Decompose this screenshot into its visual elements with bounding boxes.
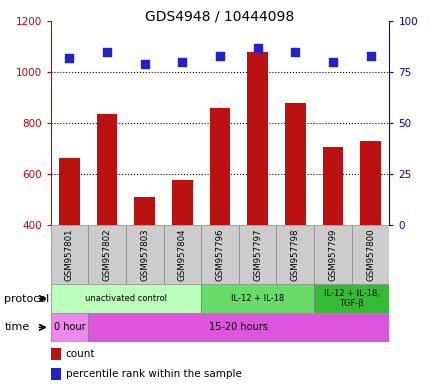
Bar [314, 284, 389, 313]
Bar [51, 348, 62, 360]
Bar [172, 180, 193, 225]
Text: GDS4948 / 10444098: GDS4948 / 10444098 [145, 10, 295, 23]
Bar [51, 368, 62, 380]
Bar [126, 225, 164, 284]
Bar [88, 313, 389, 342]
Bar [97, 114, 117, 225]
Text: 15-20 hours: 15-20 hours [209, 322, 268, 333]
Bar [164, 225, 201, 284]
Text: GSM957798: GSM957798 [291, 228, 300, 281]
Text: unactivated control: unactivated control [85, 294, 167, 303]
Bar [239, 225, 276, 284]
Bar [134, 197, 155, 225]
Text: count: count [66, 349, 95, 359]
Point [330, 59, 337, 65]
Bar [59, 159, 80, 225]
Bar [276, 225, 314, 284]
Text: IL-12 + IL-18: IL-12 + IL-18 [231, 294, 284, 303]
Text: percentile rank within the sample: percentile rank within the sample [66, 369, 242, 379]
Text: GSM957802: GSM957802 [103, 228, 112, 281]
Text: GSM957803: GSM957803 [140, 228, 149, 281]
Bar [352, 225, 389, 284]
Bar [360, 141, 381, 225]
Bar [323, 147, 343, 225]
Text: time: time [4, 322, 29, 333]
Text: IL-12 + IL-18,
TGF-β: IL-12 + IL-18, TGF-β [324, 289, 380, 308]
Point [292, 49, 299, 55]
Text: GSM957801: GSM957801 [65, 228, 74, 281]
Bar [314, 225, 352, 284]
Point [179, 59, 186, 65]
Bar [285, 103, 306, 225]
Bar [51, 284, 201, 313]
Bar [201, 225, 239, 284]
Text: protocol: protocol [4, 293, 50, 304]
Text: GSM957796: GSM957796 [216, 228, 224, 281]
Text: GSM957799: GSM957799 [328, 228, 337, 281]
Bar [51, 225, 88, 284]
Text: GSM957797: GSM957797 [253, 228, 262, 281]
Bar [209, 108, 231, 225]
Bar [201, 284, 314, 313]
Point [216, 53, 224, 59]
Bar [88, 225, 126, 284]
Point [141, 61, 148, 67]
Text: GSM957800: GSM957800 [366, 228, 375, 281]
Text: 0 hour: 0 hour [54, 322, 85, 333]
Point [66, 55, 73, 61]
Bar [247, 52, 268, 225]
Point [103, 49, 110, 55]
Bar [51, 313, 88, 342]
Text: GSM957804: GSM957804 [178, 228, 187, 281]
Point [367, 53, 374, 59]
Point [254, 45, 261, 51]
